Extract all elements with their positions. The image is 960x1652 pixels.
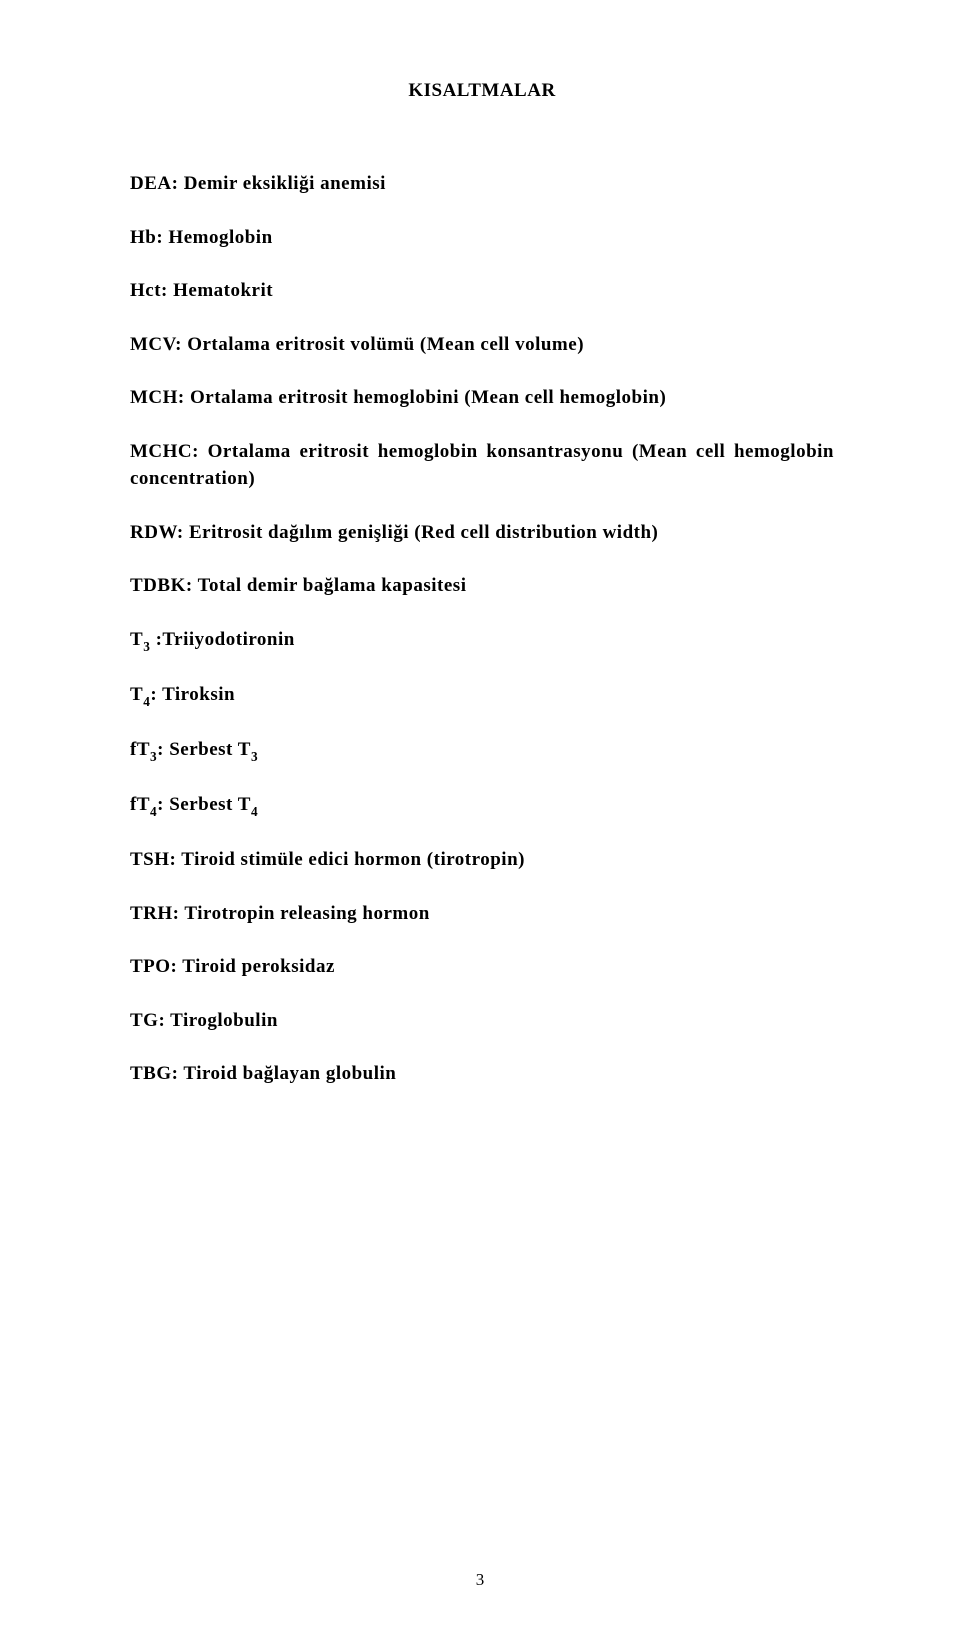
abbreviation-entry: DEA: Demir eksikliği anemisi — [130, 170, 834, 198]
abbreviation-entry: TBG: Tiroid bağlayan globulin — [130, 1060, 834, 1088]
abbreviation-entry: T3 :Triiyodotironin — [130, 626, 834, 655]
abbreviation-entry: fT3: Serbest T3 — [130, 736, 834, 765]
abbreviation-entry: TSH: Tiroid stimüle edici hormon (tirotr… — [130, 846, 834, 874]
abbreviation-entry: Hb: Hemoglobin — [130, 224, 834, 252]
abbreviation-entry: TPO: Tiroid peroksidaz — [130, 953, 834, 981]
abbreviation-entry: MCHC: Ortalama eritrosit hemoglobin kons… — [130, 438, 834, 493]
abbreviation-list: DEA: Demir eksikliği anemisi Hb: Hemoglob… — [130, 170, 834, 1088]
abbreviation-entry: TDBK: Total demir bağlama kapasitesi — [130, 572, 834, 600]
page-number: 3 — [0, 1570, 960, 1590]
abbreviation-entry: T4: Tiroksin — [130, 681, 834, 710]
abbreviation-entry: TG: Tiroglobulin — [130, 1007, 834, 1035]
abbreviation-entry: TRH: Tirotropin releasing hormon — [130, 900, 834, 928]
abbreviation-entry: MCH: Ortalama eritrosit hemoglobini (Mea… — [130, 384, 834, 412]
document-page: KISALTMALAR DEA: Demir eksikliği anemisi… — [0, 0, 960, 1652]
abbreviation-entry: RDW: Eritrosit dağılım genişliği (Red ce… — [130, 519, 834, 547]
abbreviation-entry: MCV: Ortalama eritrosit volümü (Mean cel… — [130, 331, 834, 359]
page-title: KISALTMALAR — [130, 80, 834, 102]
abbreviation-entry: Hct: Hematokrit — [130, 277, 834, 305]
abbreviation-entry: fT4: Serbest T4 — [130, 791, 834, 820]
